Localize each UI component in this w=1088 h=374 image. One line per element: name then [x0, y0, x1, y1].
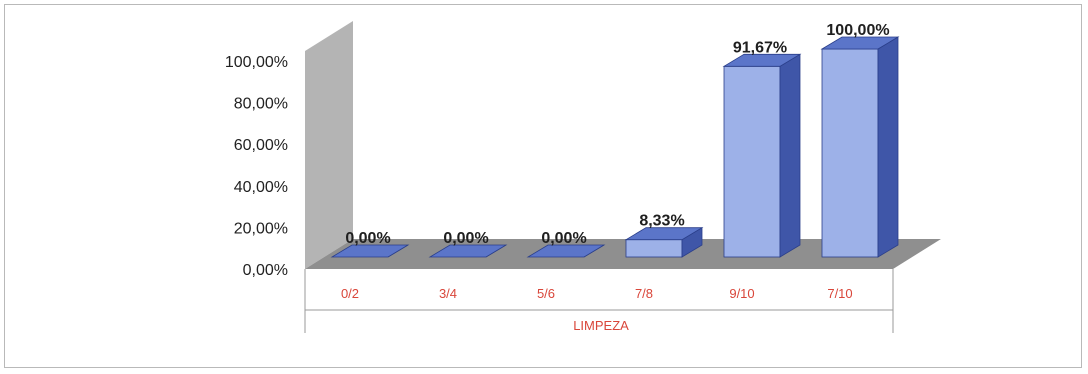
data-label: 0,00% — [345, 230, 390, 247]
bar-top — [722, 53, 802, 67]
data-label: 0,00% — [541, 230, 586, 247]
bar — [722, 53, 802, 258]
y-tick-label: 20,00% — [234, 220, 288, 237]
bar-front — [625, 239, 683, 258]
bar-side — [877, 36, 899, 258]
category-label: 7/8 — [635, 286, 653, 301]
bar-top — [526, 244, 606, 258]
chart-frame: 0,00% 20,00% 40,00% 60,00% 80,00% 100,00% 0,0… — [4, 4, 1082, 368]
bar-top — [624, 227, 704, 241]
bar-front — [821, 48, 879, 258]
y-tick-label: 100,00% — [225, 54, 288, 71]
y-tick-label: 0,00% — [243, 262, 288, 279]
bar-side — [779, 53, 801, 258]
category-label: 3/4 — [439, 286, 457, 301]
bar-top — [820, 36, 900, 50]
chart-side-wall — [305, 21, 353, 269]
category-label: 5/6 — [537, 286, 555, 301]
bar — [624, 226, 704, 258]
bar — [428, 244, 508, 258]
y-tick-label: 80,00% — [234, 96, 288, 113]
category-label: 0/2 — [341, 286, 359, 301]
y-tick-label: 40,00% — [234, 179, 288, 196]
y-tick-label: 60,00% — [234, 137, 288, 154]
bar-front — [723, 65, 781, 258]
data-label: 0,00% — [443, 230, 488, 247]
bar-chart: 0,00% 20,00% 40,00% 60,00% 80,00% 100,00% 0,0… — [225, 21, 941, 333]
bar-top — [330, 244, 410, 258]
category-label: 7/10 — [827, 286, 852, 301]
data-label: 91,67% — [733, 39, 787, 56]
bar-top — [428, 244, 508, 258]
data-label: 100,00% — [826, 22, 889, 39]
x-axis-title: LIMPEZA — [573, 318, 629, 333]
bar — [330, 244, 410, 258]
data-label: 8,33% — [639, 213, 684, 230]
bar — [526, 244, 606, 258]
category-label: 9/10 — [729, 286, 754, 301]
bar — [820, 36, 900, 258]
